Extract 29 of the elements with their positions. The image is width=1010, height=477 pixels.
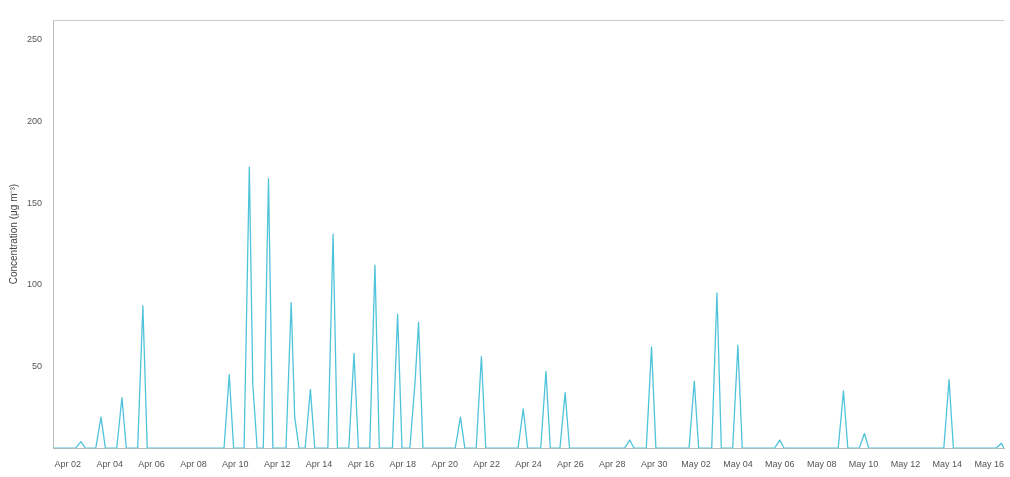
y-tick-label: 50 [32,360,43,371]
y-tick-label: 250 [26,34,43,45]
x-tick-label: Apr 14 [305,459,333,470]
x-tick-label: Apr 26 [557,459,584,470]
x-tick-label: Apr 18 [389,459,417,470]
x-tick-label: Apr 20 [431,459,459,470]
x-tick-label: May 04 [723,459,753,470]
x-tick-label: May 02 [681,459,711,470]
x-tick-label: Apr 10 [222,459,249,470]
x-tick-label: Apr 08 [180,459,207,470]
x-tick-label: Apr 16 [347,459,375,470]
x-tick-label: May 08 [806,459,837,470]
x-tick-label: May 14 [932,459,963,470]
x-tick-label: May 12 [890,459,921,470]
x-tick-label: Apr 06 [138,459,165,470]
x-tick-label: May 06 [765,459,795,470]
x-tick-label: Apr 22 [473,459,500,470]
x-tick-label: May 10 [848,459,879,470]
x-tick-label: Apr 28 [599,459,626,470]
x-tick-label: May 16 [974,459,1004,470]
x-tick-label: Apr 02 [54,459,82,470]
x-tick-label: Apr 04 [96,459,123,470]
x-tick-label: Apr 12 [263,459,291,470]
y-tick-label: 150 [26,197,43,208]
y-tick-label: 100 [26,279,43,290]
y-tick-label: 200 [26,115,43,126]
x-tick-label: Apr 24 [515,459,542,470]
x-tick-label: Apr 30 [640,459,668,470]
y-axis-title: Concentration (μg m⁻³) [7,183,19,285]
